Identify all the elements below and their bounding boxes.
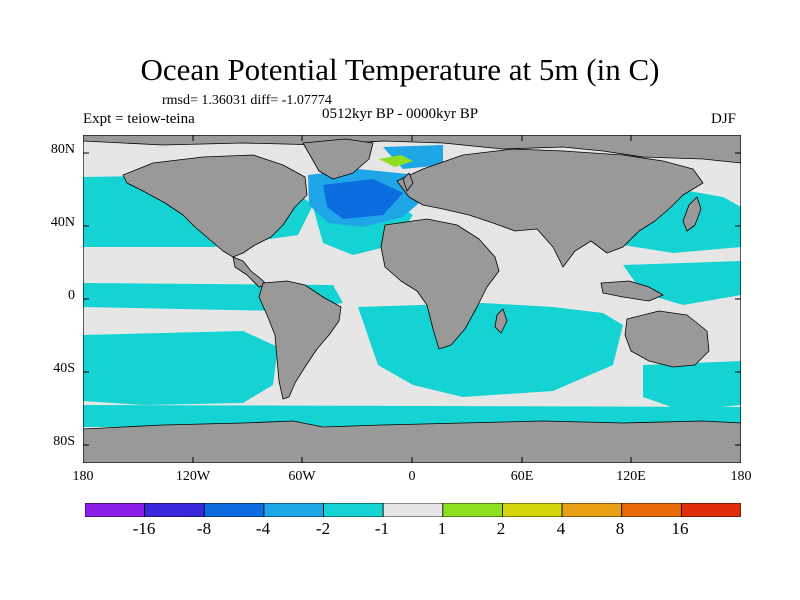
map-title: Ocean Potential Temperature at 5m (in C)	[140, 52, 660, 87]
colorbar-swatch	[323, 503, 384, 517]
colorbar-label: 2	[496, 519, 506, 538]
axis-ticks	[83, 135, 741, 463]
colorbar-label: -4	[255, 519, 271, 538]
uk	[402, 172, 414, 192]
lat-label-80s: 80S	[53, 434, 75, 449]
lon-label-180w: 180	[72, 469, 94, 484]
colorbar	[85, 503, 741, 517]
colorbar-label: 16	[671, 519, 689, 538]
japan	[682, 196, 702, 232]
colorbar-swatch	[203, 503, 265, 517]
colorbar-swatch	[382, 503, 444, 517]
lon-label-60w: 60W	[288, 469, 316, 484]
land-masses	[83, 135, 741, 463]
rmsd-diff-stats: rmsd= 1.36031 diff= -1.07774	[162, 93, 332, 108]
lat-label-40s: 40S	[53, 361, 75, 376]
anomaly-positive-region	[379, 155, 413, 167]
eurasia	[396, 148, 704, 268]
south-america	[258, 280, 342, 400]
colorbar-label: -8	[196, 519, 212, 538]
lat-label-40n: 40N	[50, 215, 75, 230]
colorbar-label: -2	[315, 519, 331, 538]
season-label: DJF	[711, 111, 737, 127]
lon-label-180e: 180	[730, 469, 752, 484]
colorbar-swatch	[144, 503, 205, 517]
colorbar-label: 4	[556, 519, 566, 538]
colorbar-swatch	[85, 503, 146, 517]
colorbar-swatch	[680, 503, 741, 517]
lon-label-120w: 120W	[175, 469, 211, 484]
experiment-label: Expt = teiow-teina	[83, 111, 195, 127]
colorbar-label: 1	[437, 519, 447, 538]
colorbar-swatch	[502, 503, 563, 517]
lon-label-120e: 120E	[616, 469, 646, 484]
lon-label-60e: 60E	[510, 469, 534, 484]
antarctica	[83, 420, 741, 463]
australia	[624, 310, 710, 368]
lon-label-0: 0	[408, 469, 416, 484]
madagascar	[494, 308, 508, 334]
colorbar-swatch	[561, 503, 623, 517]
colorbar-swatch	[442, 503, 503, 517]
colorbar-label: 8	[615, 519, 625, 538]
anomaly-blue-regions	[308, 145, 443, 227]
lat-label-80n: 80N	[50, 142, 75, 157]
colorbar-swatch	[263, 503, 324, 517]
north-america	[122, 154, 308, 258]
lat-label-0: 0	[68, 288, 75, 303]
colorbar-swatch	[621, 503, 682, 517]
arctic-land	[83, 135, 741, 164]
period-label: 0512kyr BP - 0000kyr BP	[322, 106, 479, 122]
colorbar-label: -16	[132, 519, 156, 538]
map-panel	[83, 135, 741, 463]
greenland	[302, 138, 374, 180]
indonesia	[600, 280, 664, 302]
colorbar-label: -1	[374, 519, 390, 538]
africa	[380, 218, 500, 350]
